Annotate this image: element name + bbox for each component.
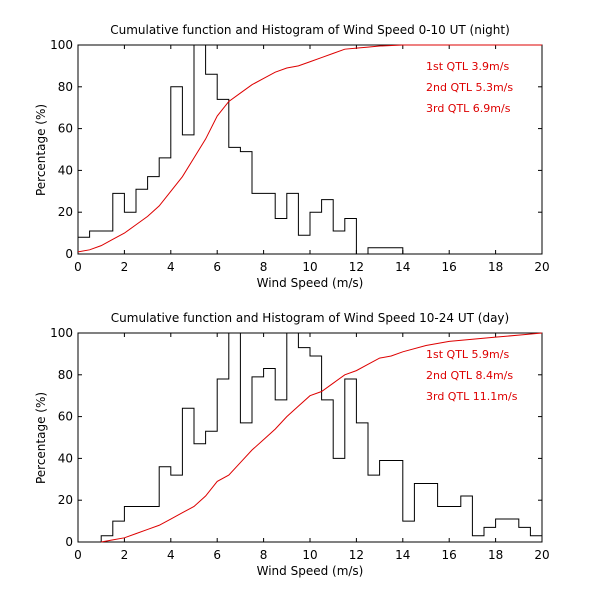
x-axis-ticks: 0 2 4 6 8 10 12 14 16 18 20 <box>74 333 550 562</box>
y-tick-label: 20 <box>58 205 73 219</box>
x-tick-label: 0 <box>74 548 82 562</box>
quartile-2-label: 2nd QTL 8.4m/s <box>426 369 513 382</box>
y-tick-label: 20 <box>58 493 73 507</box>
x-axis-label: Wind Speed (m/s) <box>257 564 364 578</box>
chart-title: Cumulative function and Histogram of Win… <box>111 311 509 325</box>
y-tick-label: 0 <box>65 535 73 549</box>
y-axis-ticks: 0 20 40 60 80 100 <box>50 326 542 549</box>
x-tick-label: 12 <box>349 548 364 562</box>
x-tick-label: 8 <box>260 548 268 562</box>
x-tick-label: 16 <box>442 548 457 562</box>
x-tick-label: 2 <box>121 548 129 562</box>
quartile-2-label: 2nd QTL 5.3m/s <box>426 81 513 94</box>
x-tick-label: 6 <box>213 260 221 274</box>
x-tick-label: 16 <box>442 260 457 274</box>
y-tick-label: 80 <box>58 80 73 94</box>
x-tick-label: 18 <box>488 548 503 562</box>
x-tick-label: 6 <box>213 548 221 562</box>
chart-title: Cumulative function and Histogram of Win… <box>110 23 510 37</box>
y-tick-label: 60 <box>58 122 73 136</box>
y-tick-label: 40 <box>58 163 73 177</box>
y-tick-label: 100 <box>50 38 73 52</box>
y-axis-label: Percentage (%) <box>34 392 48 484</box>
y-tick-label: 40 <box>58 451 73 465</box>
quartile-1-label: 1st QTL 5.9m/s <box>426 348 509 361</box>
x-tick-label: 4 <box>167 548 175 562</box>
y-axis-label: Percentage (%) <box>34 104 48 196</box>
x-tick-label: 12 <box>349 260 364 274</box>
histogram-line <box>77 44 404 255</box>
x-axis-ticks: 0 2 4 6 8 10 12 14 16 18 20 <box>74 45 550 274</box>
y-tick-label: 100 <box>50 326 73 340</box>
y-tick-label: 0 <box>65 247 73 261</box>
x-tick-label: 10 <box>302 548 317 562</box>
x-tick-label: 14 <box>395 548 410 562</box>
x-tick-label: 20 <box>534 260 549 274</box>
quartile-3-label: 3rd QTL 11.1m/s <box>426 390 518 403</box>
x-tick-label: 0 <box>74 260 82 274</box>
quartile-1-label: 1st QTL 3.9m/s <box>426 60 509 73</box>
cumulative-line <box>77 44 542 253</box>
cumulative-line <box>101 332 543 543</box>
plot-area <box>77 332 543 543</box>
chart-panel-day: Cumulative function and Histogram of Win… <box>34 311 550 578</box>
x-tick-label: 18 <box>488 260 503 274</box>
x-tick-label: 20 <box>534 548 549 562</box>
x-tick-label: 4 <box>167 260 175 274</box>
x-tick-label: 8 <box>260 260 268 274</box>
y-tick-label: 60 <box>58 410 73 424</box>
histogram-line <box>100 332 543 542</box>
chart-panel-night: Cumulative function and Histogram of Win… <box>34 23 550 290</box>
x-tick-label: 14 <box>395 260 410 274</box>
x-tick-label: 10 <box>302 260 317 274</box>
y-tick-label: 80 <box>58 368 73 382</box>
x-axis-label: Wind Speed (m/s) <box>257 276 364 290</box>
x-tick-label: 2 <box>121 260 129 274</box>
quartile-3-label: 3rd QTL 6.9m/s <box>426 102 511 115</box>
